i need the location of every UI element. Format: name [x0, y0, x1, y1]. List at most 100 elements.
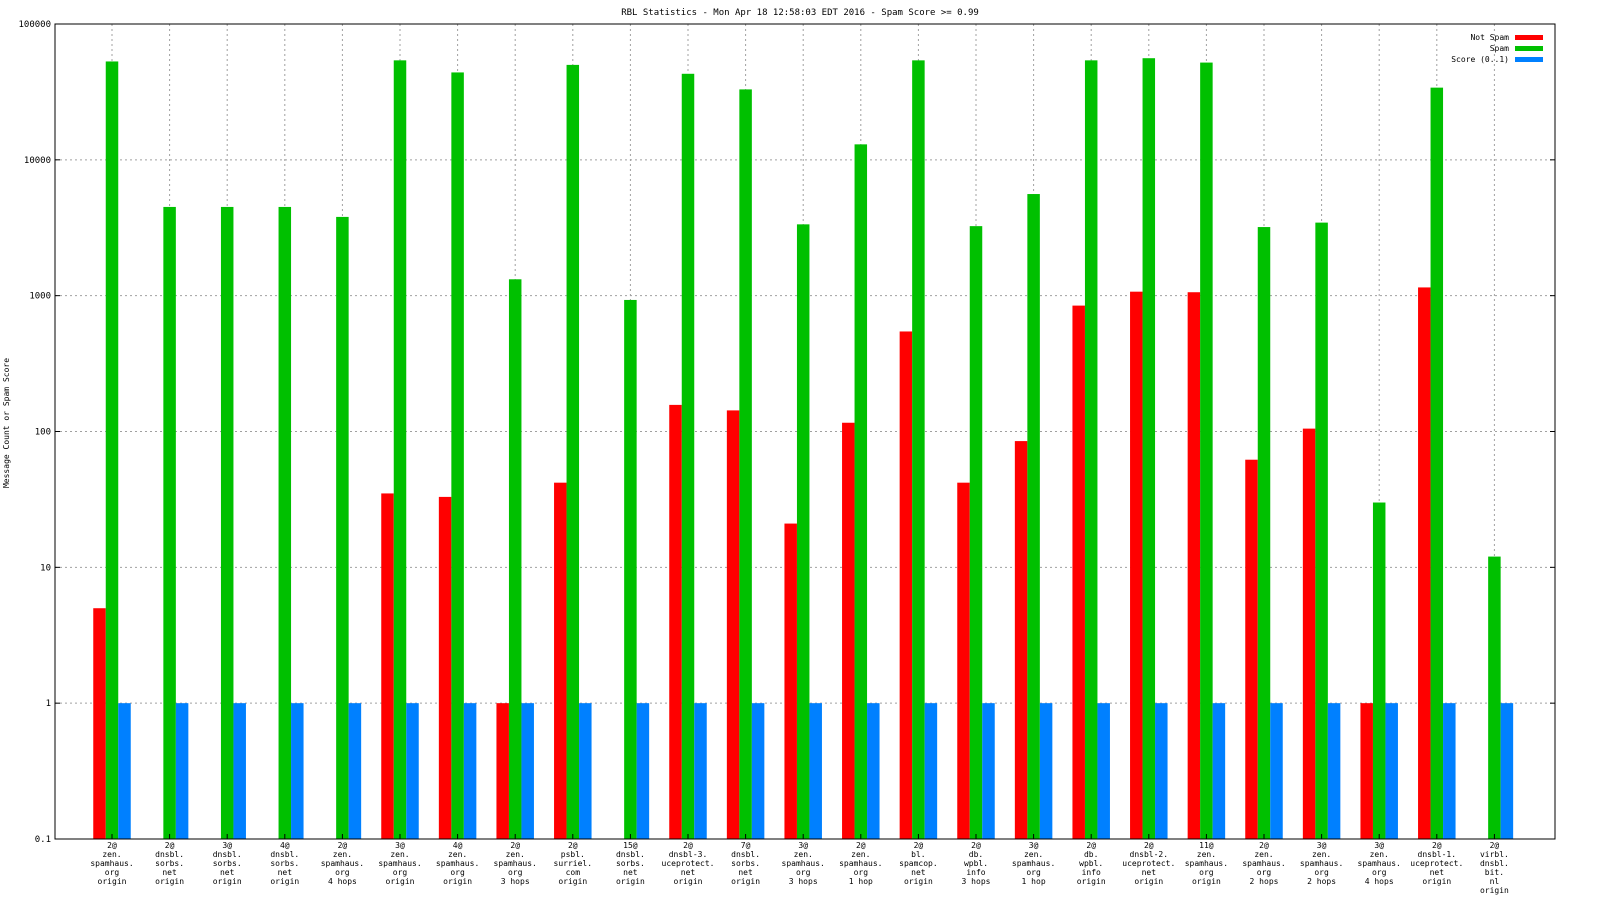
- bar-spam: [336, 216, 349, 840]
- bar-not-spam: [1187, 292, 1201, 840]
- x-category-label: dnsbl.: [270, 850, 299, 859]
- x-category-label: zen.: [506, 850, 525, 859]
- bar-score-0-1: [1443, 703, 1456, 839]
- y-tick-label: 1: [46, 699, 51, 709]
- bar-spam: [1027, 194, 1040, 840]
- x-category-label: 3 hops: [962, 877, 991, 886]
- x-category-label: origin: [616, 877, 645, 886]
- bar-score-0-1: [1500, 703, 1514, 839]
- bar-spam: [796, 224, 810, 839]
- x-category-label: org: [105, 868, 120, 877]
- bar-spam: [1430, 87, 1444, 840]
- bar-score-0-1: [1039, 703, 1053, 839]
- x-category-label: 2@: [107, 841, 117, 850]
- legend-swatch: [1515, 57, 1543, 62]
- bar-score-0-1: [809, 703, 822, 839]
- x-category-label: net: [1142, 868, 1157, 877]
- x-axis-categories: 2@zen.spamhaus.orgorigin2@dnsbl.sorbs.ne…: [90, 834, 1509, 895]
- x-category-label: spamhaus.: [1012, 859, 1055, 868]
- x-category-label: uceprotect.: [1122, 859, 1175, 868]
- bar-not-spam: [1072, 305, 1085, 840]
- x-category-label: db.: [969, 850, 983, 859]
- bar-spam: [624, 299, 637, 839]
- bar-not-spam: [784, 523, 797, 839]
- legend-swatch: [1515, 35, 1543, 40]
- x-category-label: org: [393, 868, 408, 877]
- bar-score-0-1: [1385, 703, 1398, 839]
- x-category-label: 2@: [856, 841, 866, 850]
- x-category-label: 2@: [1144, 841, 1154, 850]
- bar-score-0-1: [406, 703, 419, 839]
- bar-spam: [508, 279, 522, 839]
- x-category-label: 7@: [741, 841, 751, 850]
- x-category-label: dnsbl.: [1480, 859, 1509, 868]
- bar-score-0-1: [579, 703, 592, 839]
- y-axis-label: Message Count or Spam Score: [2, 358, 11, 488]
- x-category-label: 2@: [1432, 841, 1442, 850]
- x-category-label: net: [1430, 868, 1445, 877]
- x-category-label: spamhaus.: [839, 859, 882, 868]
- x-category-label: 4 hops: [1365, 877, 1394, 886]
- x-category-label: 3@: [1317, 841, 1327, 850]
- x-category-label: org: [1372, 868, 1387, 877]
- x-category-label: bl.: [911, 850, 925, 859]
- x-category-label: dnsbl-1.: [1418, 850, 1457, 859]
- x-category-label: zen.: [1370, 850, 1389, 859]
- bar-spam: [1200, 62, 1213, 839]
- bar-score-0-1: [636, 703, 650, 839]
- x-category-label: 2@: [165, 841, 175, 850]
- x-category-label: 2@: [914, 841, 924, 850]
- x-category-label: spamhaus.: [321, 859, 364, 868]
- bar-not-spam: [726, 410, 740, 839]
- x-category-label: surriel.: [554, 859, 593, 868]
- bar-spam: [278, 206, 292, 840]
- y-tick-label: 100: [35, 428, 51, 438]
- bar-not-spam: [496, 703, 509, 839]
- x-category-label: spamhaus.: [90, 859, 133, 868]
- x-category-label: dnsbl.: [213, 850, 242, 859]
- x-category-label: net: [220, 868, 235, 877]
- y-tick-label: 0.1: [35, 835, 51, 845]
- x-category-label: net: [278, 868, 293, 877]
- x-category-label: 2@: [338, 841, 348, 850]
- x-category-label: zen.: [1312, 850, 1331, 859]
- x-category-label: origin: [270, 877, 299, 886]
- x-category-label: wpbl.: [964, 859, 988, 868]
- x-category-label: org: [1314, 868, 1329, 877]
- x-category-label: spamhaus.: [1358, 859, 1401, 868]
- x-category-label: info: [1082, 868, 1101, 877]
- bar-spam: [163, 206, 176, 840]
- bar-score-0-1: [291, 703, 304, 839]
- bar-score-0-1: [694, 703, 707, 839]
- x-category-label: uceprotect.: [1410, 859, 1463, 868]
- x-category-label: spamhaus.: [1242, 859, 1285, 868]
- x-category-label: 2@: [971, 841, 981, 850]
- bar-spam: [1372, 502, 1386, 839]
- bar-spam: [566, 64, 580, 840]
- x-category-label: 1 hop: [1022, 877, 1046, 886]
- x-category-label: sorbs.: [731, 859, 760, 868]
- x-category-label: 4 hops: [328, 877, 357, 886]
- bar-score-0-1: [348, 703, 362, 839]
- bar-not-spam: [93, 608, 106, 839]
- x-category-label: 2@: [568, 841, 578, 850]
- bar-not-spam: [381, 493, 394, 839]
- bar-score-0-1: [1212, 703, 1226, 839]
- bar-score-0-1: [867, 703, 880, 839]
- x-category-label: spamhaus.: [494, 859, 537, 868]
- x-category-label: 3 hops: [501, 877, 530, 886]
- bars: [93, 58, 1514, 840]
- x-category-label: origin: [386, 877, 415, 886]
- x-category-label: 2 hops: [1307, 877, 1336, 886]
- x-category-label: com: [566, 868, 581, 877]
- bar-not-spam: [669, 404, 682, 839]
- bar-spam: [1315, 222, 1328, 839]
- x-category-label: origin: [155, 877, 184, 886]
- bar-score-0-1: [118, 703, 131, 839]
- y-tick-label: 100000: [18, 20, 51, 30]
- x-category-label: net: [623, 868, 638, 877]
- x-category-label: origin: [1077, 877, 1106, 886]
- bar-spam: [1142, 58, 1156, 839]
- x-category-label: 2@: [510, 841, 520, 850]
